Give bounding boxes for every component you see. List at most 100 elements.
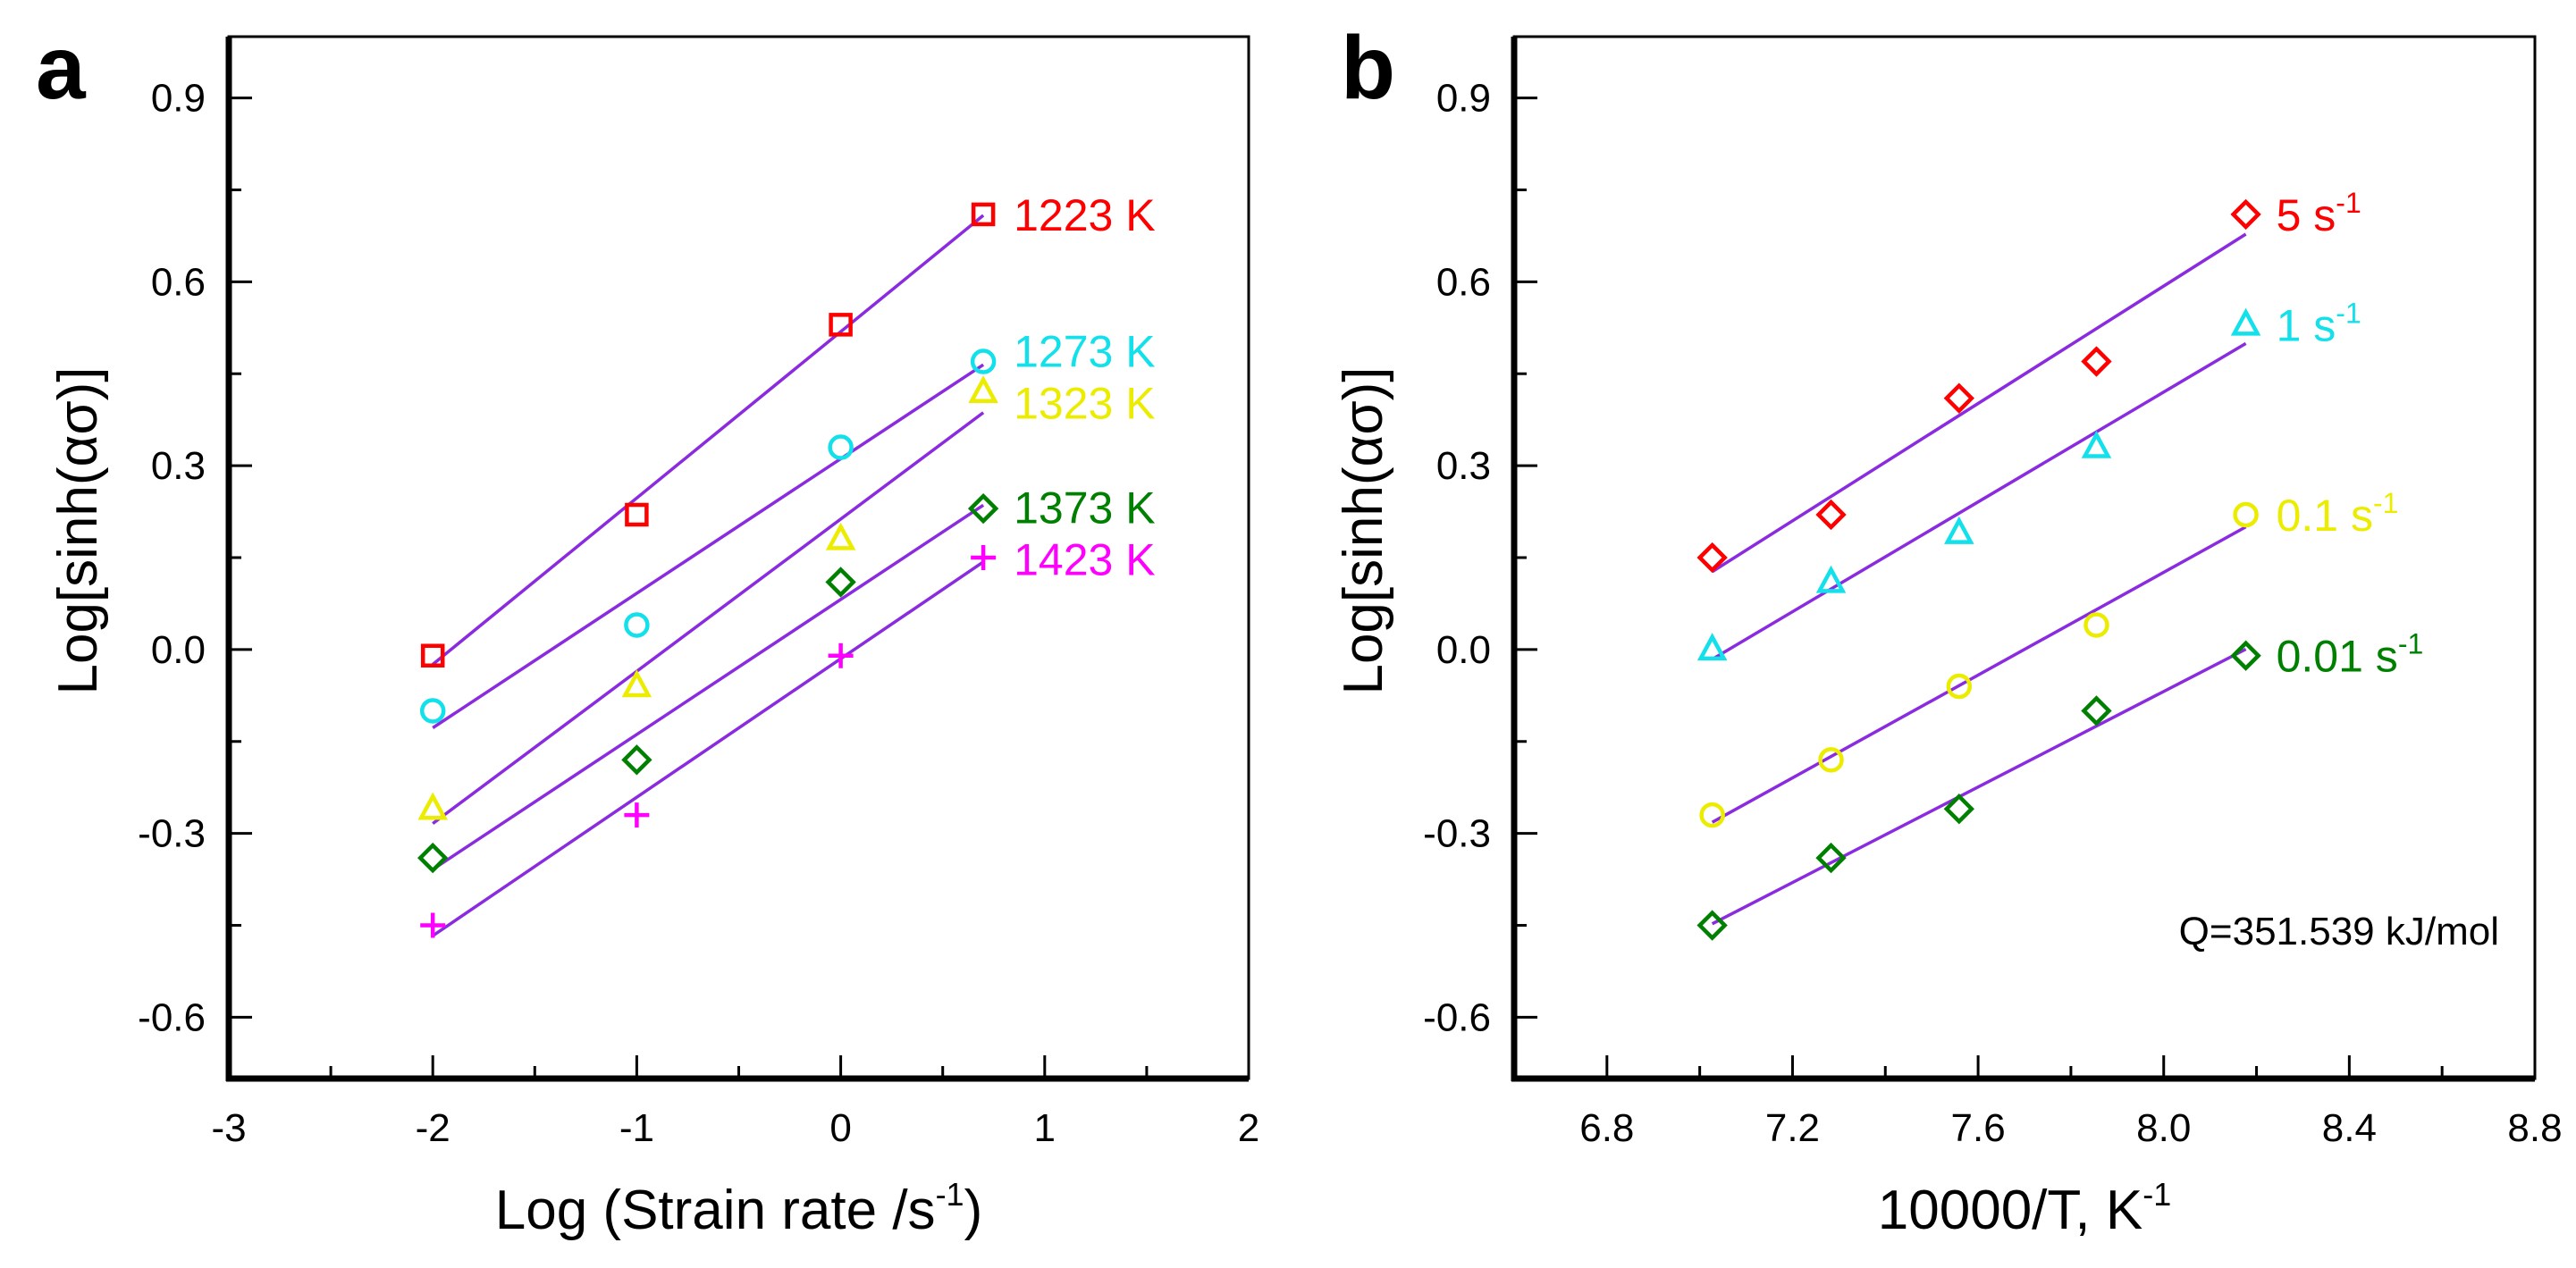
data-point: [1944, 516, 1974, 544]
data-point: [2081, 695, 2112, 726]
y-tick-label: -0.6: [1423, 995, 1491, 1039]
x-tick-label: 6.8: [1579, 1106, 1634, 1150]
data-point: [829, 313, 853, 337]
y-tick-label: -0.3: [138, 812, 206, 856]
series-1373-K: 1373 K: [417, 483, 1156, 874]
data-point: [419, 698, 446, 724]
data-point: [1696, 910, 1728, 941]
series-1323-K: 1323 K: [417, 375, 1156, 826]
series-label: 1373 K: [1014, 483, 1155, 533]
y-tick-label: 0.3: [151, 444, 206, 488]
data-point: [1699, 802, 1725, 828]
fit-line: [432, 411, 985, 826]
series-label: 5 s-1: [2277, 187, 2361, 240]
series-1-s: 1 s-1: [1696, 297, 2361, 661]
data-point: [621, 744, 652, 776]
x-tick-label: 8.0: [2136, 1106, 2191, 1150]
x-tick-label: 7.2: [1765, 1106, 1820, 1150]
series-label-text: 1 s: [2277, 300, 2336, 350]
y-tick-label: 0.3: [1436, 444, 1491, 488]
activation-energy-annotation: Q=351.539 kJ/mol: [2179, 910, 2499, 953]
data-point: [1818, 747, 1844, 773]
series-label-text: 1423 K: [1014, 535, 1155, 585]
data-point: [1943, 794, 1974, 825]
panel-letter: b: [1341, 18, 1395, 118]
series-label: 1223 K: [1014, 190, 1155, 240]
y-tick-label: 0.6: [151, 260, 206, 304]
series-label: 1423 K: [1014, 535, 1155, 585]
series-label: 1273 K: [1014, 327, 1155, 377]
data-point: [1815, 565, 1847, 593]
series-label-text: 5 s: [2277, 190, 2336, 240]
series-label-text: 1373 K: [1014, 483, 1155, 533]
x-axis-label-sup: -1: [2142, 1176, 2171, 1213]
data-point: [624, 612, 650, 638]
series-0.1-s: 0.1 s-1: [1699, 487, 2399, 828]
x-tick-label: -3: [211, 1106, 246, 1150]
series-label-text: 0.01 s: [2277, 632, 2398, 682]
series-5-s: 5 s-1: [1696, 187, 2361, 574]
x-tick-label: 1: [1034, 1106, 1056, 1150]
series-label-text: 1273 K: [1014, 327, 1155, 377]
panel-a: 0.9 0.6 0.3 0.0 -0.3 -0.6 -3 -2 -1 0 1 2 a Log[sinh(α…: [36, 18, 1259, 1241]
fit-line: [432, 560, 985, 937]
series-label-text: 0.1 s: [2277, 491, 2373, 541]
data-point: [2230, 640, 2261, 671]
y-axis-label: Log[sinh(ασ)]: [47, 366, 109, 694]
fit-line: [432, 503, 985, 871]
data-point: [971, 202, 996, 227]
y-tick-label: 0.6: [1436, 260, 1491, 304]
data-point: [1696, 542, 1728, 574]
data-point: [970, 348, 997, 374]
data-point: [621, 669, 652, 698]
y-tick-label: 0.9: [1436, 77, 1491, 121]
y-tick-label: 0.0: [151, 628, 206, 672]
data-point: [967, 492, 999, 525]
data-point: [825, 567, 856, 598]
series-label: 1323 K: [1014, 379, 1155, 429]
series-1223-K: 1223 K: [420, 190, 1156, 668]
series-1423-K: 1423 K: [420, 535, 1156, 938]
fit-line: [1711, 525, 2247, 824]
y-tick-label: -0.3: [1423, 812, 1491, 856]
y-tick-label: 0.0: [1436, 628, 1491, 672]
series-label-sup: -1: [2336, 297, 2361, 329]
data-point: [1696, 633, 1728, 661]
data-point: [828, 642, 854, 668]
data-point: [420, 912, 446, 938]
data-point: [2233, 501, 2259, 528]
series-label: 0.01 s-1: [2277, 628, 2424, 682]
data-point: [1946, 673, 1973, 700]
x-axis-label-text: Log (Strain rate /s: [495, 1180, 936, 1241]
series-label-sup: -1: [2398, 628, 2423, 660]
data-point: [417, 792, 448, 820]
fit-line: [1711, 341, 2247, 661]
panel-b: 0.9 0.6 0.3 0.0 -0.3 -0.6 6.8 7.2 7.6 8.0 8.4 8.8 b L…: [1333, 18, 2563, 1241]
series-0.01-s: 0.01 s-1: [1696, 628, 2424, 941]
x-tick-label: 8.4: [2322, 1106, 2377, 1150]
data-point: [1815, 499, 1847, 531]
data-point: [624, 802, 650, 828]
panel-letter: a: [36, 18, 87, 118]
series-1273-K: 1273 K: [419, 327, 1156, 729]
x-tick-label: 7.6: [1951, 1106, 2006, 1150]
series-label: 1 s-1: [2277, 297, 2361, 350]
data-point: [417, 842, 449, 874]
x-axis-label: 10000/T, K-1: [1878, 1176, 2171, 1241]
series-label: 0.1 s-1: [2277, 487, 2399, 541]
fit-line: [432, 363, 985, 729]
data-point: [1943, 382, 1974, 414]
series-label-sup: -1: [2373, 487, 2398, 519]
series-label-text: 1223 K: [1014, 190, 1155, 240]
series-label-sup: -1: [2336, 187, 2361, 219]
data-point: [825, 522, 856, 550]
x-tick-label: -2: [416, 1106, 450, 1150]
x-tick-label: -1: [619, 1106, 654, 1150]
x-axis-label: Log (Strain rate /s-1): [495, 1176, 982, 1241]
data-point: [2230, 198, 2261, 231]
x-tick-label: 2: [1238, 1106, 1259, 1150]
data-point: [968, 375, 998, 404]
x-axis-label-sup: -1: [936, 1176, 964, 1213]
x-tick-label: 0: [829, 1106, 851, 1150]
